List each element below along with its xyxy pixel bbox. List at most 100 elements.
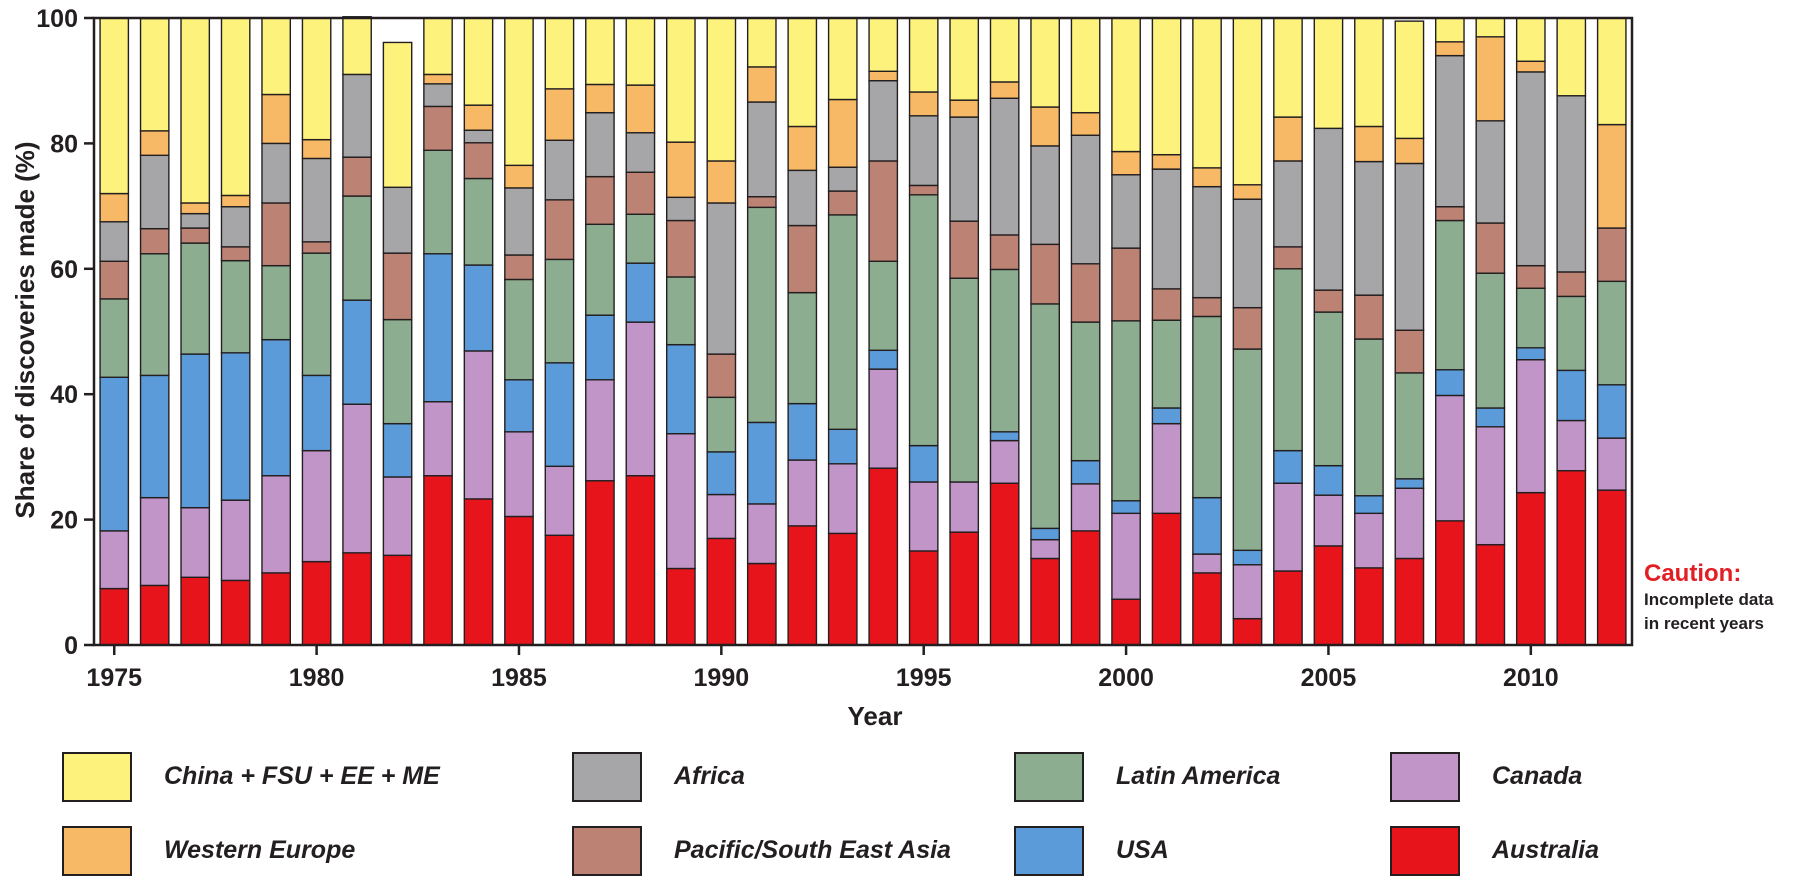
bar-segment-pacific-south-east-asia-1979 <box>261 202 292 267</box>
bar-segment-latin-america-2001 <box>1151 319 1182 409</box>
bar-segment-latin-america-1995 <box>908 194 939 447</box>
bar-segment-canada-2006 <box>1354 512 1384 569</box>
bar-segment-latin-america-2007 <box>1394 372 1425 480</box>
bar-segment-china-fsu-ee-me-1983 <box>423 17 453 76</box>
bar-segment-latin-america-1987 <box>585 223 615 316</box>
bar-segment-africa-1993 <box>827 166 858 192</box>
legend-label: Africa <box>674 762 745 790</box>
y-axis-label: Share of discoveries made (%) <box>10 141 40 518</box>
bar-segment-pacific-south-east-asia-1987 <box>585 175 615 225</box>
bar-segment-western-europe-1985 <box>504 164 534 189</box>
bar-segment-western-europe-1987 <box>585 83 615 114</box>
legend-label: Pacific/South East Asia <box>674 836 951 864</box>
bar-segment-canada-1984 <box>463 350 494 500</box>
bar-segment-latin-america-2005 <box>1313 311 1344 467</box>
legend-swatch <box>1014 752 1084 802</box>
bar-segment-china-fsu-ee-me-1990 <box>706 17 737 162</box>
bar-segment-usa-1985 <box>504 379 534 433</box>
bar-segment-western-europe-2004 <box>1273 116 1303 162</box>
bar-segment-usa-1979 <box>261 338 292 477</box>
bar-segment-china-fsu-ee-me-1986 <box>544 17 575 90</box>
bar-segment-africa-2006 <box>1354 160 1384 296</box>
bar-segment-pacific-south-east-asia-1977 <box>180 227 211 244</box>
bar-segment-china-fsu-ee-me-2009 <box>1475 17 1506 38</box>
bar-segment-western-europe-1992 <box>787 125 818 172</box>
bar-segment-usa-2008 <box>1434 369 1465 397</box>
bar-segment-latin-america-2004 <box>1273 268 1303 452</box>
bar-segment-canada-1991 <box>746 503 777 565</box>
bar-segment-latin-america-2010 <box>1515 287 1546 349</box>
bar-segment-pacific-south-east-asia-2010 <box>1515 264 1546 289</box>
bar-segment-africa-2010 <box>1515 71 1546 267</box>
x-tick-label: 1990 <box>694 664 750 692</box>
legend-label: USA <box>1116 836 1169 864</box>
bar-segment-africa-1987 <box>585 111 615 178</box>
bar-segment-australia-2012 <box>1596 489 1627 646</box>
y-tick-label: 80 <box>50 130 78 158</box>
bar-segment-usa-2012 <box>1596 384 1627 439</box>
bar-segment-western-europe-1986 <box>544 88 575 141</box>
bar-segment-pacific-south-east-asia-2004 <box>1273 246 1303 270</box>
bar-segment-latin-america-2011 <box>1556 295 1587 372</box>
bar-segment-latin-america-1998 <box>1030 303 1060 530</box>
bar-segment-latin-america-1982 <box>382 318 413 425</box>
bar-segment-china-fsu-ee-me-1994 <box>868 17 899 72</box>
y-tick-label: 0 <box>64 632 78 660</box>
bar-segment-africa-1985 <box>504 187 534 256</box>
x-tick-label: 1980 <box>289 664 345 692</box>
bar-segment-africa-1980 <box>301 157 332 243</box>
bar-segment-usa-1986 <box>544 362 575 468</box>
x-tick-label: 2010 <box>1503 664 1559 692</box>
bar-segment-china-fsu-ee-me-1997 <box>989 17 1020 83</box>
bar-segment-pacific-south-east-asia-1985 <box>504 254 534 281</box>
bar-segment-usa-2000 <box>1111 500 1141 515</box>
bar-segment-western-europe-1999 <box>1070 111 1101 136</box>
x-tick-label: 1985 <box>491 664 547 692</box>
bar-segment-australia-1992 <box>787 525 818 646</box>
bar-segment-australia-1987 <box>585 480 615 646</box>
bar-segment-western-europe-2007 <box>1394 137 1425 165</box>
plot-frame <box>92 16 1634 647</box>
bar-segment-australia-2003 <box>1232 617 1263 646</box>
bar-segment-africa-2008 <box>1434 54 1465 208</box>
bar-segment-pacific-south-east-asia-1999 <box>1070 263 1101 323</box>
bar-segment-australia-1978 <box>220 579 251 646</box>
bar-segment-china-fsu-ee-me-1992 <box>787 17 818 128</box>
bar-segment-pacific-south-east-asia-2011 <box>1556 271 1587 298</box>
bar-segment-pacific-south-east-asia-2008 <box>1434 206 1465 222</box>
bar-segment-latin-america-2006 <box>1354 338 1384 497</box>
bar-segment-pacific-south-east-asia-1995 <box>908 184 939 196</box>
bar-segment-pacific-south-east-asia-2003 <box>1232 306 1263 350</box>
bar-segment-canada-2011 <box>1556 419 1587 472</box>
bar-segment-australia-1990 <box>706 537 737 646</box>
bar-segment-africa-1979 <box>261 142 292 204</box>
bar-segment-canada-1987 <box>585 379 615 482</box>
bar-segment-china-fsu-ee-me-1999 <box>1070 17 1101 114</box>
bar-segment-usa-1993 <box>827 428 858 465</box>
bar-segment-canada-1979 <box>261 475 292 574</box>
bar-segment-china-fsu-ee-me-1984 <box>463 17 494 106</box>
bar-segment-usa-1980 <box>301 374 332 452</box>
bar-segment-western-europe-2009 <box>1475 36 1506 122</box>
bar-segment-latin-america-1977 <box>180 242 211 355</box>
bar-segment-china-fsu-ee-me-2008 <box>1434 17 1465 43</box>
bar-segment-africa-2005 <box>1313 127 1344 291</box>
bar-segment-australia-2005 <box>1313 545 1344 646</box>
bar-segment-australia-2007 <box>1394 557 1425 646</box>
bar-segment-china-fsu-ee-me-2000 <box>1111 17 1141 153</box>
bar-segment-africa-1990 <box>706 202 737 355</box>
bar-segment-australia-2000 <box>1111 598 1141 646</box>
y-tick-label: 60 <box>50 256 78 284</box>
axis-layer: 0 20 40 60 80 100 1975 1980 1985 1990 1995 2000 2005… <box>36 5 1558 692</box>
bar-segment-latin-america-1985 <box>504 278 534 381</box>
bar-segment-china-fsu-ee-me-1991 <box>746 17 777 68</box>
bar-segment-africa-2002 <box>1192 185 1222 299</box>
bar-segment-usa-2002 <box>1192 496 1222 555</box>
caution-line-2: in recent years <box>1644 614 1765 633</box>
bar-segment-china-fsu-ee-me-2002 <box>1192 17 1222 169</box>
bar-segment-western-europe-1980 <box>301 138 332 160</box>
legend-swatch <box>572 752 642 802</box>
bar-segment-pacific-south-east-asia-1978 <box>220 246 251 262</box>
bar-segment-australia-2006 <box>1354 567 1384 646</box>
